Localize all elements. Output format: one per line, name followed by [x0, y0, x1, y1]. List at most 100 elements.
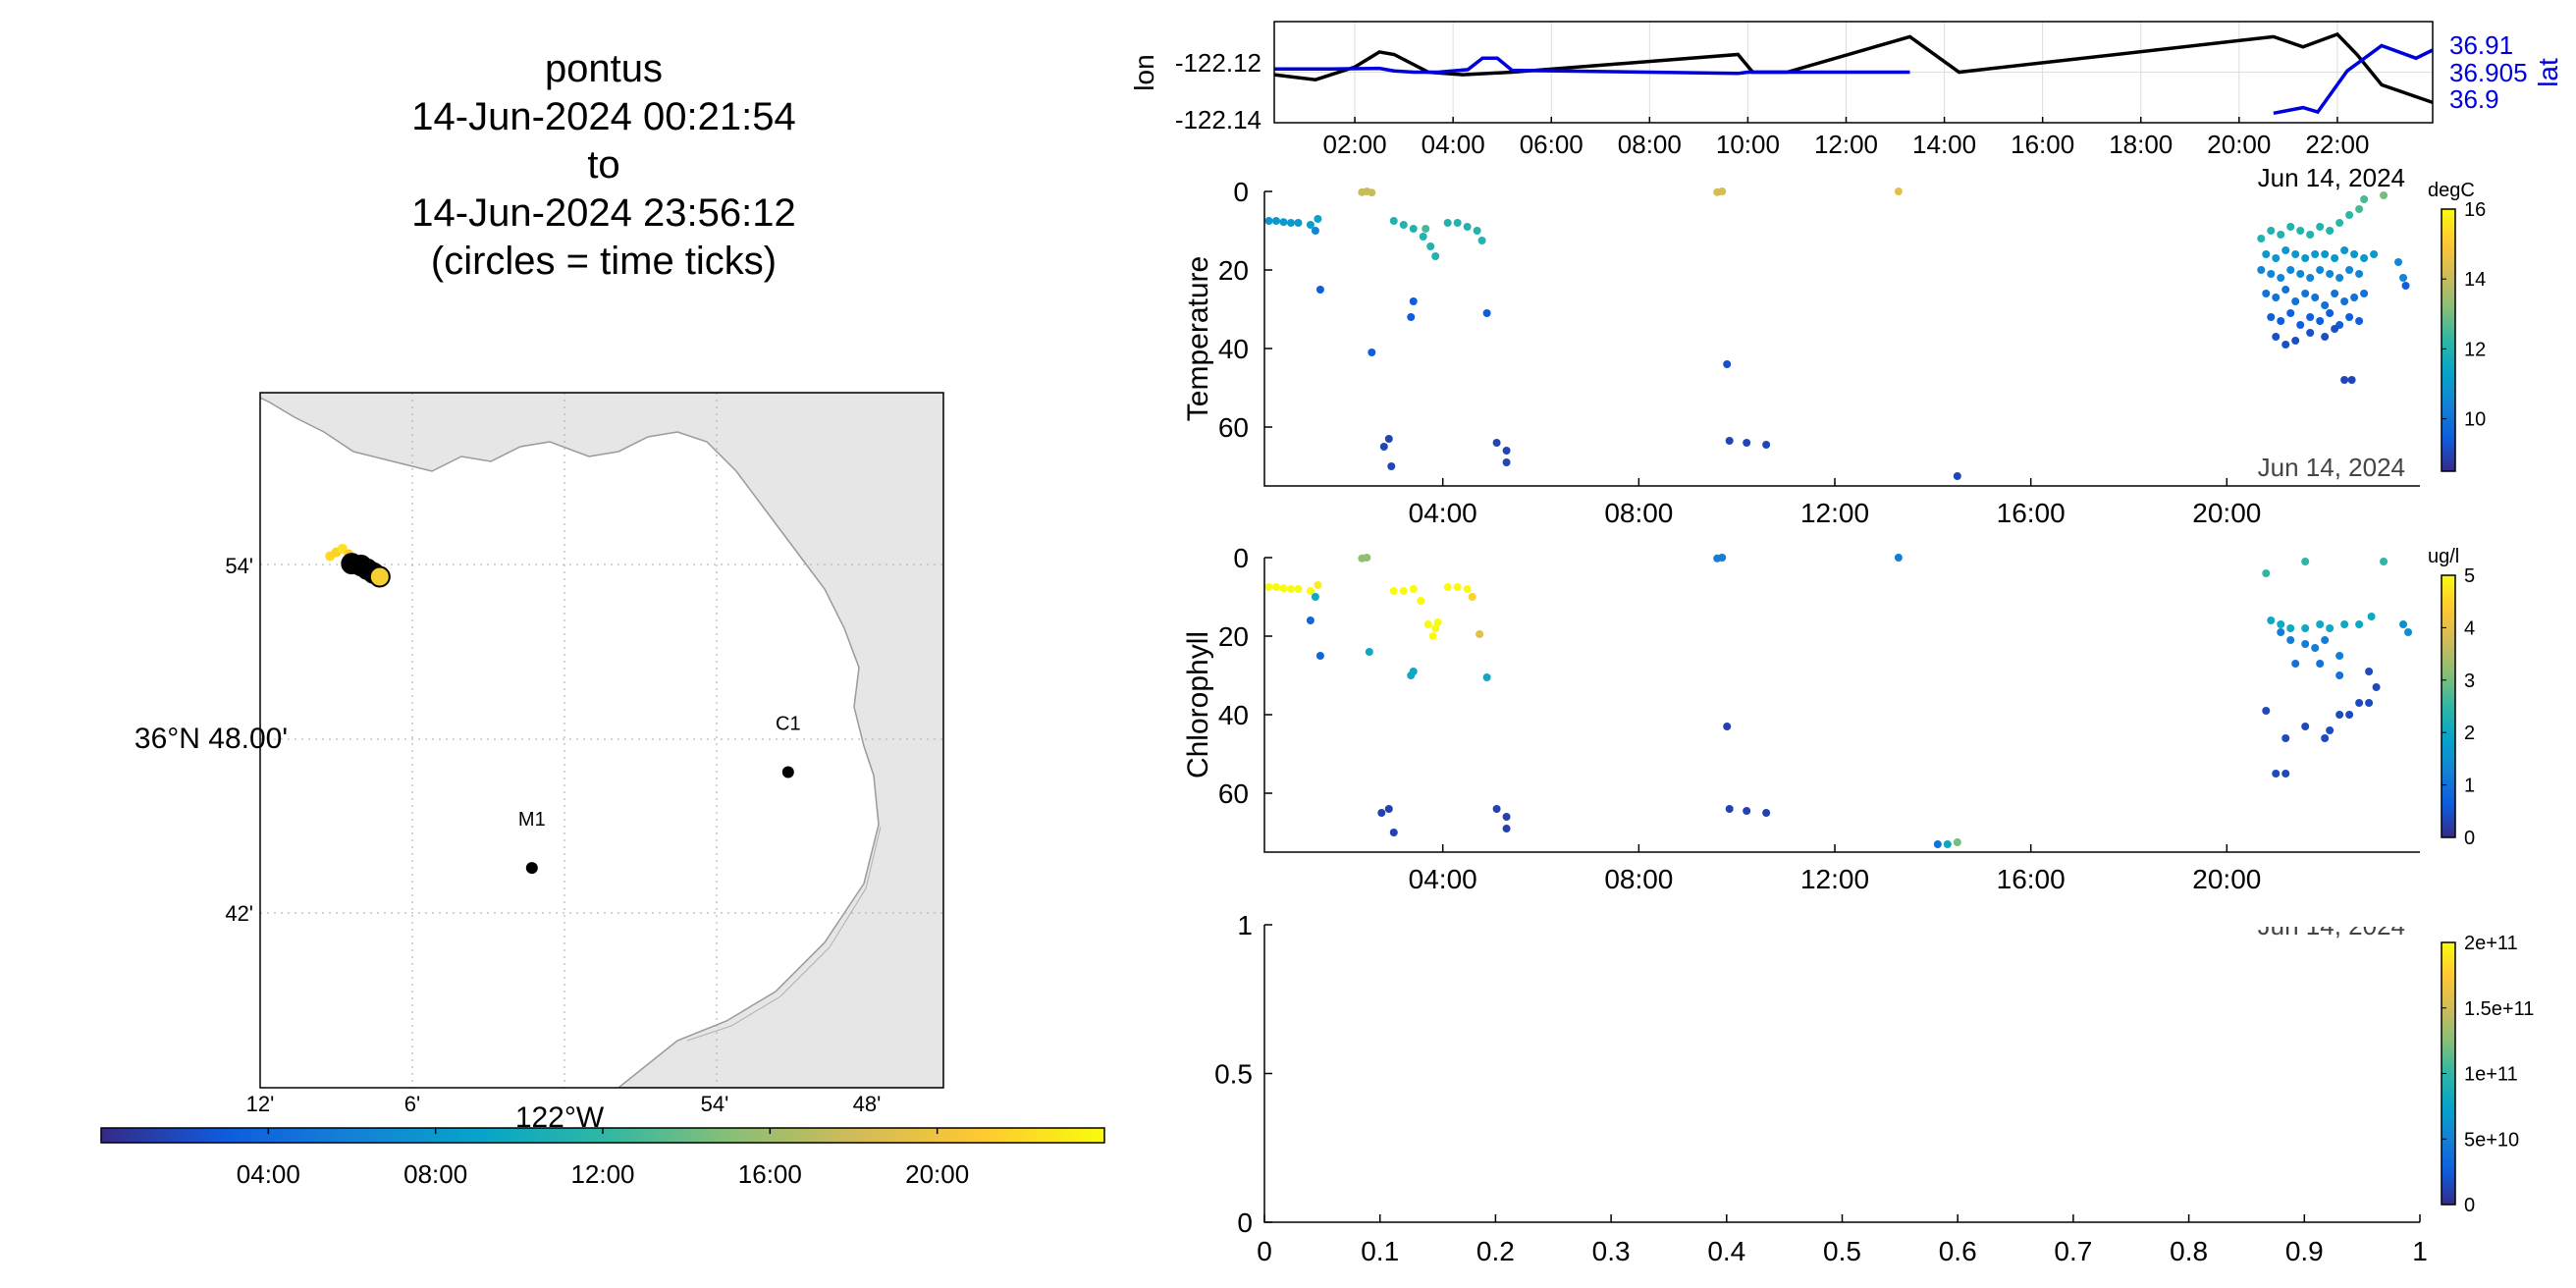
data-point [1502, 447, 1511, 455]
data-point [1311, 227, 1319, 235]
data-point [1306, 617, 1315, 624]
data-point [2365, 699, 2374, 707]
colorbar-tick-label: 5e+10 [2464, 1129, 2519, 1151]
data-point [2360, 254, 2369, 262]
colorbar-tick-label: 3 [2464, 671, 2475, 692]
data-point [1463, 585, 1472, 593]
data-point [1953, 838, 1961, 846]
data-point [2277, 620, 2285, 628]
data-point [1271, 217, 1280, 225]
data-point [1306, 221, 1315, 229]
data-point [2345, 711, 2354, 719]
data-point [2286, 636, 2295, 644]
data-point [1482, 673, 1491, 681]
data-point [1279, 584, 1288, 593]
data-point [1468, 593, 1476, 601]
data-point [1762, 441, 1771, 449]
data-point [1743, 807, 1751, 815]
data-point [2301, 723, 2310, 730]
data-point [1723, 723, 1732, 730]
data-point [2291, 297, 2300, 305]
data-point [2281, 246, 2290, 254]
y-tick-label: 40 [1218, 700, 1249, 730]
data-point [1476, 630, 1484, 638]
y-tick-label: 60 [1218, 412, 1249, 443]
data-point [1311, 593, 1319, 601]
data-point [1953, 472, 1961, 480]
lonlat-x-tick-label: 22:00 [2305, 130, 2369, 159]
data-point [2399, 620, 2408, 628]
data-point [2272, 254, 2281, 262]
data-point [2370, 250, 2379, 258]
data-point [1399, 587, 1408, 595]
data-point [2301, 624, 2310, 632]
data-point [2404, 628, 2413, 636]
data-point [1409, 225, 1418, 233]
y-tick-label: 0 [1233, 543, 1249, 573]
data-point [1443, 219, 1452, 227]
x-tick-label: 0.2 [1476, 1236, 1515, 1266]
data-point [2286, 223, 2295, 231]
data-point [2281, 341, 2290, 349]
data-point [2355, 205, 2364, 213]
data-point [1762, 809, 1771, 817]
title-line: 14-Jun-2024 00:21:54 [411, 95, 796, 138]
data-point [2316, 620, 2325, 628]
data-point [2335, 219, 2344, 227]
figure-title: pontus 14-Jun-2024 00:21:54 to 14-Jun-20… [349, 45, 859, 286]
data-point [1894, 188, 1903, 195]
x-tick-label: 1 [2412, 1236, 2428, 1266]
temperature-unit: degC [2428, 180, 2475, 201]
map-x-tick: 6' [404, 1092, 420, 1116]
data-point [2272, 333, 2281, 341]
colorbar-tick-label: 16 [2464, 199, 2486, 221]
lonlat-frame [1273, 21, 2434, 124]
data-point [1294, 585, 1303, 593]
temperature-colorbar [2441, 208, 2456, 472]
y-tick-label: 20 [1218, 621, 1249, 652]
data-point [1264, 217, 1273, 225]
data-point [2301, 290, 2310, 297]
x-tick-label: 0.8 [2170, 1236, 2208, 1266]
station-label: C1 [776, 714, 801, 735]
land-coast [260, 393, 943, 1088]
data-point [2311, 294, 2320, 301]
x-tick-label: 16:00 [1997, 864, 2066, 894]
data-point [1407, 313, 1416, 321]
data-point [1725, 437, 1734, 445]
lat-tick: 36.905 [2449, 58, 2528, 87]
data-point [1315, 652, 1324, 660]
time-tick-circle [368, 565, 391, 588]
data-point [2350, 250, 2359, 258]
chlorophyll-y-label: Chlorophyll [1182, 631, 1214, 778]
x-tick-label: 04:00 [1409, 498, 1477, 528]
empty-panel: 0 0.1 0.2 0.3 0.4 0.5 0.6 0.7 0.8 0.9 1 0 0.5 1 2e+11… [1214, 910, 2534, 1266]
colorbar-tick-label: 5 [2464, 565, 2475, 587]
data-point [2340, 376, 2349, 384]
data-point [1365, 648, 1373, 656]
data-point [1426, 242, 1435, 250]
y-tick-label: 0 [1237, 1208, 1253, 1238]
station-marker [525, 862, 538, 875]
x-tick-label: 08:00 [1604, 864, 1673, 894]
data-point [2321, 333, 2330, 341]
data-point [2267, 313, 2276, 321]
data-point [1743, 439, 1751, 447]
data-point [1502, 458, 1511, 466]
lonlat-x-tick-label: 08:00 [1618, 130, 1682, 159]
data-point [1417, 597, 1425, 605]
data-point [1389, 217, 1398, 225]
data-point [2321, 734, 2330, 742]
data-point [2345, 211, 2354, 219]
data-point [1389, 587, 1398, 595]
chlorophyll-axes [1263, 558, 2420, 853]
colorbar-tick-label: 12:00 [570, 1159, 634, 1189]
data-point [1422, 225, 1430, 233]
data-point [2291, 660, 2300, 668]
data-point [1379, 443, 1388, 451]
data-point [2355, 317, 2364, 325]
data-point [2326, 309, 2334, 317]
data-point [2316, 317, 2325, 325]
data-point [2286, 266, 2295, 274]
